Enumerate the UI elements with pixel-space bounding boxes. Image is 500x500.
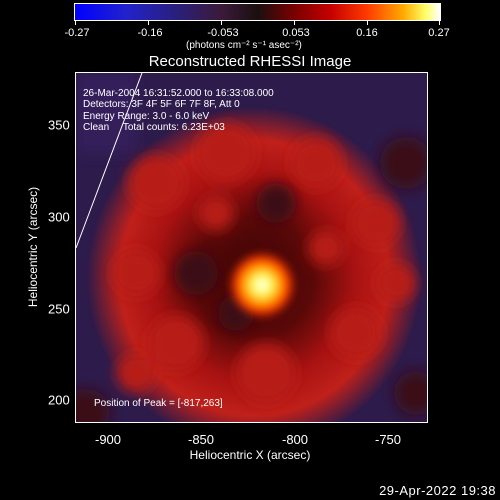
info-time-range: 26-Mar-2004 16:31:52.000 to 16:33:08.000 <box>83 88 274 99</box>
y-tick-label: 300 <box>48 209 70 225</box>
colorbar-tick <box>221 20 222 25</box>
colorbar-tick <box>294 20 295 25</box>
image-plot-area <box>75 72 428 423</box>
reconstructed-image <box>76 73 427 422</box>
x-tick-label: -800 <box>281 432 309 447</box>
colorbar-units: (photons cm⁻² s⁻¹ asec⁻²) <box>186 40 302 51</box>
x-tick-label: -900 <box>94 432 122 447</box>
x-tick-label: -850 <box>187 432 215 447</box>
info-energy-range: Energy Range: 3.0 - 6.0 keV <box>83 111 210 122</box>
y-tick-label: 250 <box>48 301 70 317</box>
y-tick-label: 200 <box>48 392 70 408</box>
colorbar-tick <box>75 20 76 25</box>
colorbar-tick-label: -0.053 <box>207 27 239 39</box>
info-detectors: Detectors: 3F 4F 5F 6F 7F 8F, Att 0 <box>83 99 240 110</box>
colorbar-tick <box>148 20 149 25</box>
colorbar-tick <box>439 20 440 25</box>
y-axis-title: Heliocentric Y (arcsec) <box>26 186 40 308</box>
peak-position: Position of Peak = [-817,263] <box>94 398 223 409</box>
colorbar-tick-label: -0.27 <box>64 27 90 39</box>
colorbar <box>74 3 441 21</box>
info-clean-counts: Clean Total counts: 6.23E+03 <box>83 122 225 133</box>
timestamp: 29-Apr-2022 19:38 <box>379 483 496 498</box>
colorbar-tick-label: 0.16 <box>356 27 378 39</box>
colorbar-tick-label: 0.27 <box>428 27 450 39</box>
colorbar-tick <box>367 20 368 25</box>
x-axis-title: Heliocentric X (arcsec) <box>189 448 311 462</box>
image-title: Reconstructed RHESSI Image <box>148 53 352 70</box>
colorbar-tick-label: -0.16 <box>137 27 163 39</box>
y-tick-label: 350 <box>48 117 70 133</box>
colorbar-tick-label: 0.053 <box>282 27 310 39</box>
x-tick-label: -750 <box>374 432 402 447</box>
